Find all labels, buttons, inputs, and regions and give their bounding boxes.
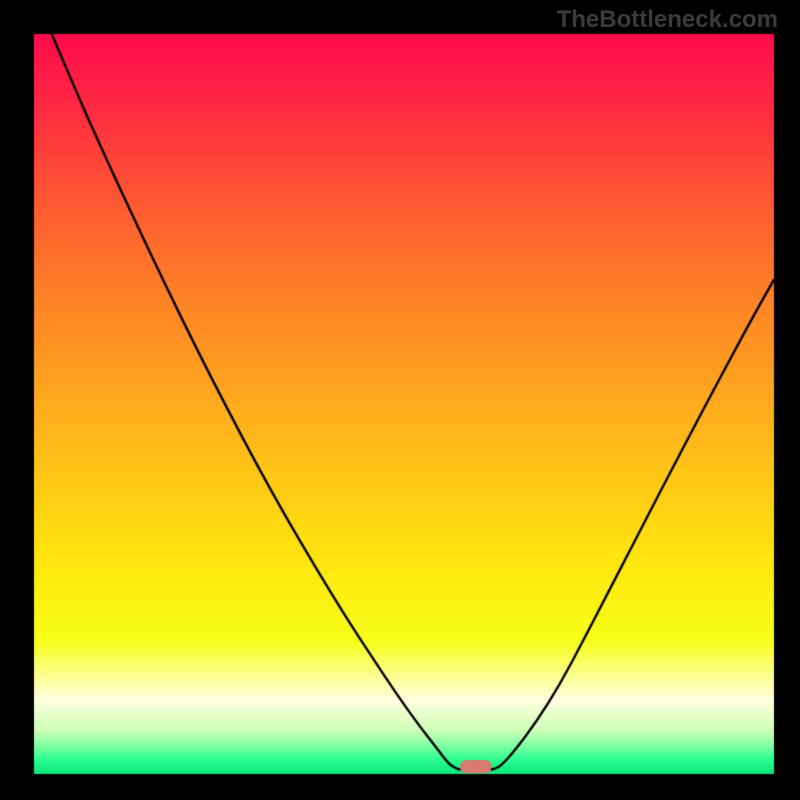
watermark-text: TheBottleneck.com [557,6,778,34]
chart-root: TheBottleneck.com [0,0,800,800]
bottleneck-chart-canvas [0,0,800,800]
